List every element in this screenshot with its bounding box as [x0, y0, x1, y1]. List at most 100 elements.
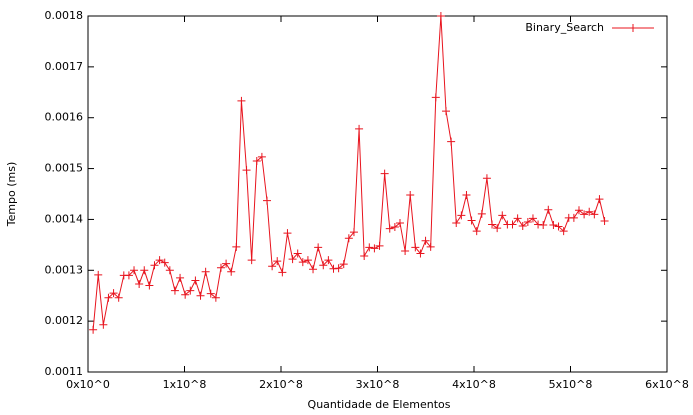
point-marker: [89, 325, 98, 334]
point-marker: [124, 271, 133, 280]
point-marker: [493, 224, 502, 233]
point-marker: [252, 156, 261, 165]
point-marker: [293, 249, 302, 258]
point-marker: [401, 246, 410, 255]
point-marker: [268, 262, 277, 271]
point-marker: [99, 320, 108, 329]
point-marker: [298, 258, 307, 267]
y-tick-label: 0.0011: [45, 365, 84, 378]
x-tick-label: 4x10^8: [452, 378, 496, 391]
point-marker: [211, 293, 220, 302]
x-tick-label: 2x10^8: [259, 378, 303, 391]
legend-label: Binary_Search: [525, 21, 604, 34]
point-marker: [283, 229, 292, 238]
x-tick-label: 0x10^0: [66, 378, 110, 391]
point-marker: [314, 243, 323, 252]
point-marker: [191, 276, 200, 285]
point-marker: [247, 256, 256, 265]
legend-marker: [629, 24, 637, 32]
point-marker: [355, 124, 364, 133]
y-tick-label: 0.0018: [45, 9, 84, 22]
point-marker: [237, 96, 246, 105]
point-marker: [130, 266, 139, 275]
point-marker: [421, 236, 430, 245]
point-marker: [370, 244, 379, 253]
point-marker: [176, 273, 185, 282]
point-marker: [334, 264, 343, 273]
point-marker: [242, 166, 251, 175]
point-marker: [201, 267, 210, 276]
point-marker: [257, 152, 266, 161]
point-marker: [145, 281, 154, 290]
point-marker: [498, 211, 507, 220]
point-marker: [227, 267, 236, 276]
point-marker: [580, 210, 589, 219]
point-marker: [411, 243, 420, 252]
point-marker: [559, 227, 568, 236]
point-marker: [206, 289, 215, 298]
point-marker: [222, 259, 231, 268]
point-marker: [140, 266, 149, 275]
point-marker: [165, 266, 174, 275]
point-marker: [273, 257, 282, 266]
point-marker: [349, 228, 358, 237]
point-marker: [360, 252, 369, 261]
point-marker: [528, 214, 537, 223]
point-marker: [600, 216, 609, 225]
point-marker: [462, 191, 471, 200]
point-marker: [329, 264, 338, 273]
point-marker: [457, 211, 466, 220]
point-marker: [263, 196, 272, 205]
x-tick-label: 1x10^8: [163, 378, 207, 391]
point-marker: [595, 195, 604, 204]
point-marker: [114, 293, 123, 302]
point-marker: [426, 242, 435, 251]
point-marker: [544, 205, 553, 214]
point-marker: [534, 220, 543, 229]
point-marker: [442, 107, 451, 116]
y-tick-label: 0.0015: [45, 162, 84, 175]
plot-frame: [87, 15, 668, 373]
point-marker: [288, 255, 297, 264]
x-tick-label: 6x10^8: [645, 378, 689, 391]
point-marker: [319, 261, 328, 270]
y-tick-label: 0.0013: [45, 263, 84, 276]
point-marker: [539, 221, 548, 230]
x-tick-label: 5x10^8: [549, 378, 593, 391]
point-marker: [569, 213, 578, 222]
point-marker: [155, 256, 164, 265]
point-marker: [196, 291, 205, 300]
point-marker: [431, 93, 440, 102]
point-marker: [339, 260, 348, 269]
point-marker: [385, 224, 394, 233]
point-marker: [186, 286, 195, 295]
point-marker: [554, 222, 563, 231]
point-marker: [170, 286, 179, 295]
point-marker: [181, 290, 190, 299]
point-marker: [513, 214, 522, 223]
point-marker: [395, 218, 404, 227]
y-tick-label: 0.0017: [45, 60, 84, 73]
point-marker: [94, 270, 103, 279]
point-marker: [508, 220, 517, 229]
point-marker: [160, 258, 169, 267]
point-marker: [303, 256, 312, 265]
point-marker: [216, 263, 225, 272]
point-marker: [523, 217, 532, 226]
point-marker: [324, 256, 333, 265]
point-marker: [232, 242, 241, 251]
point-marker: [344, 234, 353, 243]
y-tick-label: 0.0012: [45, 314, 84, 327]
series-line: [92, 15, 606, 330]
point-marker: [477, 209, 486, 218]
point-marker: [309, 265, 318, 274]
point-marker: [585, 207, 594, 216]
point-marker: [380, 169, 389, 178]
point-marker: [390, 223, 399, 232]
x-tick-label: 3x10^8: [356, 378, 400, 391]
point-marker: [452, 218, 461, 227]
point-marker: [472, 227, 481, 236]
point-marker: [278, 268, 287, 277]
